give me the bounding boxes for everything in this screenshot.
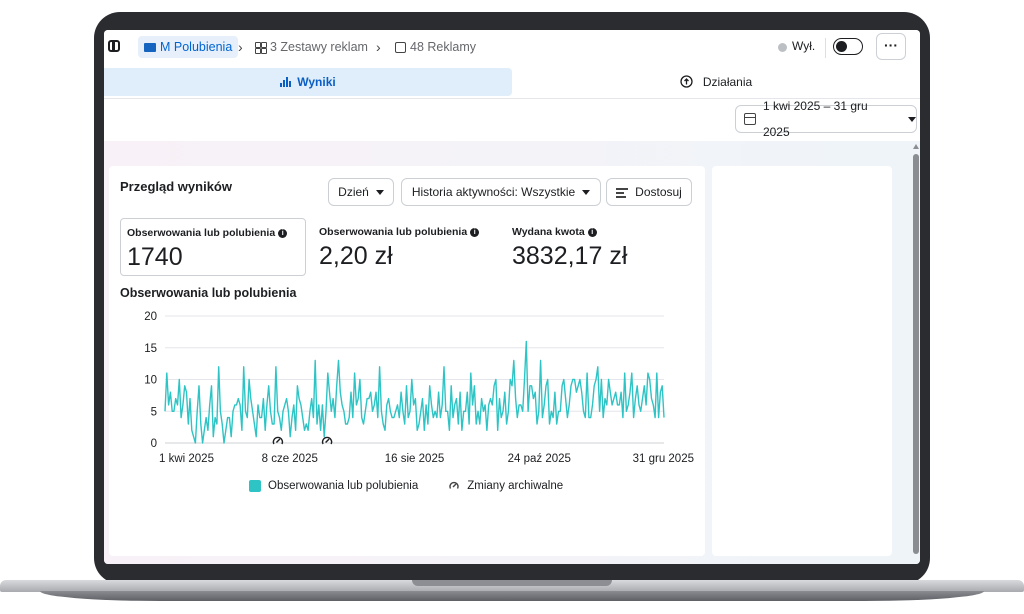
app-screen: M Polubienia › 3 Zestawy reklam › 48 Rek…: [104, 30, 920, 564]
x-tick-label: 8 cze 2025: [262, 453, 318, 465]
chevron-right-icon: ›: [376, 39, 381, 55]
chart-title: Obserwowania lub polubienia: [120, 286, 297, 300]
breadcrumb-ads[interactable]: 48 Reklamy: [395, 36, 476, 58]
legend-changes-label: Zmiany archiwalne: [467, 480, 564, 492]
legend-item-series[interactable]: Obserwowania lub polubienia: [249, 480, 418, 492]
tab-wyniki-label: Wyniki: [297, 75, 336, 89]
date-row: 1 kwi 2025 – 31 gru 2025: [104, 99, 920, 141]
legend-series-label: Obserwowania lub polubienia: [268, 480, 419, 492]
metric-label: Obserwowania lub polubienia: [127, 227, 276, 239]
metric-value: 3832,17 zł: [512, 242, 628, 270]
divider: [825, 38, 826, 58]
caret-down-icon: [908, 116, 916, 122]
scroll-thumb[interactable]: [913, 154, 919, 554]
archival-change-icon: [449, 481, 459, 489]
x-tick-label: 24 paź 2025: [508, 453, 571, 465]
customize-button[interactable]: Dostosuj: [606, 178, 692, 206]
chart-legend: Obserwowania lub polubienia Zmiany archi…: [249, 480, 563, 492]
activity-icon: [680, 75, 693, 88]
series-line: [164, 340, 665, 444]
metric-label: Obserwowania lub polubienia: [319, 226, 468, 238]
vertical-scrollbar[interactable]: [912, 144, 920, 562]
customize-icon: [616, 187, 629, 198]
card-title: Przegląd wyników: [120, 179, 232, 194]
granularity-dropdown[interactable]: Dzień: [328, 178, 394, 206]
y-tick-label: 5: [151, 406, 157, 418]
status-label: Wył.: [792, 39, 816, 53]
x-tick-label: 1 kwi 2025: [159, 453, 214, 465]
status-indicator: [778, 43, 787, 52]
breadcrumb-ads-label: 48 Reklamy: [410, 40, 476, 54]
breadcrumb-ad-sets-label: 3 Zestawy reklam: [270, 40, 368, 54]
history-filter-label: Historia aktywności: Wszystkie: [411, 185, 576, 199]
delivery-toggle[interactable]: [833, 38, 863, 55]
y-tick-label: 0: [151, 438, 157, 450]
ellipsis-icon: ···: [884, 37, 898, 53]
history-filter-dropdown[interactable]: Historia aktywności: Wszystkie: [401, 178, 601, 206]
metric-value: 1740: [127, 243, 183, 271]
performance-overview-card: Przegląd wyników Dzień Historia aktywnoś…: [109, 166, 705, 556]
y-tick-label: 20: [144, 311, 157, 323]
date-range-picker[interactable]: 1 kwi 2025 – 31 gru 2025: [735, 99, 917, 139]
y-tick-label: 10: [144, 375, 157, 387]
info-icon[interactable]: i: [278, 228, 288, 238]
more-options-button[interactable]: ···: [876, 33, 906, 60]
metric-card-amount-spent[interactable]: Wydana kwota i 3832,17 zł: [506, 218, 692, 276]
x-tick-label: 31 gru 2025: [633, 453, 694, 465]
calendar-icon: [744, 113, 756, 125]
breadcrumb-campaign-label: M Polubienia: [160, 40, 233, 54]
tab-wyniki[interactable]: Wyniki: [104, 68, 512, 96]
caret-down-icon: [375, 189, 384, 195]
tab-dzialania[interactable]: Działania: [512, 68, 920, 96]
top-bar: M Polubienia › 3 Zestawy reklam › 48 Rek…: [104, 30, 920, 66]
info-icon[interactable]: i: [587, 227, 597, 237]
breadcrumb-campaign[interactable]: M Polubienia: [138, 36, 239, 58]
info-icon[interactable]: i: [470, 227, 480, 237]
metric-value: 2,20 zł: [319, 242, 393, 270]
sidebar-toggle-icon[interactable]: [108, 40, 120, 52]
breadcrumb-ad-sets[interactable]: 3 Zestawy reklam: [255, 36, 368, 58]
folder-icon: [144, 42, 156, 52]
bar-chart-icon: [280, 77, 292, 87]
archival-change-marker: [321, 436, 333, 445]
metric-card-cost-per-result[interactable]: Obserwowania lub polubienia i 2,20 zł: [313, 218, 499, 276]
metric-label: Wydana kwota: [512, 226, 585, 238]
results-line-chart: 0 5 10 15 20 1 kwi 2025 8 cze 2025 16 sie 2025 2…: [144, 311, 694, 465]
y-tick-label: 15: [144, 343, 157, 355]
side-panel: [712, 166, 892, 556]
laptop-base: [0, 576, 1024, 606]
customize-label: Dostosuj: [635, 185, 682, 199]
legend-item-archival-changes[interactable]: Zmiany archiwalne: [448, 480, 563, 492]
tab-dzialania-label: Działania: [702, 75, 753, 89]
chevron-right-icon: ›: [238, 39, 243, 55]
date-range-label: 1 kwi 2025 – 31 gru 2025: [762, 99, 868, 139]
caret-down-icon: [582, 189, 591, 195]
granularity-label: Dzień: [338, 185, 369, 199]
grid-icon: [255, 41, 267, 54]
scroll-up-icon[interactable]: [913, 144, 919, 149]
series-swatch: [249, 480, 261, 492]
view-tabs: Wyniki Działania: [104, 66, 920, 99]
ad-icon: [395, 41, 406, 53]
archival-change-marker: [272, 436, 284, 445]
metric-card-results[interactable]: Obserwowania lub polubienia i 1740: [120, 218, 306, 276]
x-tick-label: 16 sie 2025: [385, 453, 444, 465]
